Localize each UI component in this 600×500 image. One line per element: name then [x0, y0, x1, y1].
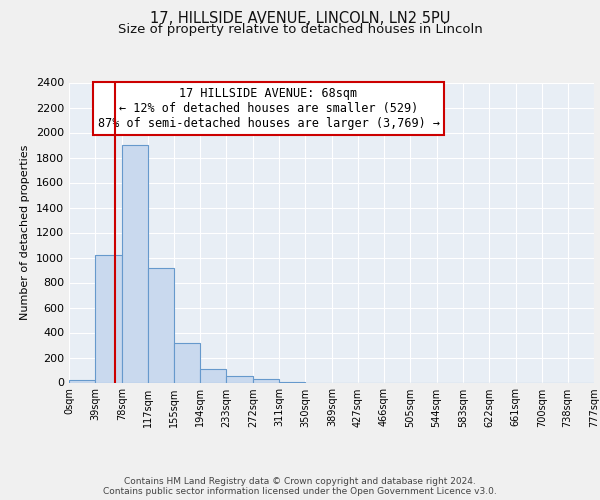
Bar [200, 370, 226, 382]
Bar [95, 255, 122, 382]
Bar [148, 268, 174, 382]
Bar [174, 342, 200, 382]
Bar [122, 145, 148, 382]
Text: Contains HM Land Registry data © Crown copyright and database right 2024.: Contains HM Land Registry data © Crown c… [124, 476, 476, 486]
Text: Size of property relative to detached houses in Lincoln: Size of property relative to detached ho… [118, 24, 482, 36]
Text: 17 HILLSIDE AVENUE: 68sqm
← 12% of detached houses are smaller (529)
87% of semi: 17 HILLSIDE AVENUE: 68sqm ← 12% of detac… [97, 87, 439, 130]
Bar [253, 380, 279, 382]
Text: Contains public sector information licensed under the Open Government Licence v3: Contains public sector information licen… [103, 486, 497, 496]
Bar [69, 380, 95, 382]
Y-axis label: Number of detached properties: Number of detached properties [20, 145, 31, 320]
Bar [226, 376, 253, 382]
Text: 17, HILLSIDE AVENUE, LINCOLN, LN2 5PU: 17, HILLSIDE AVENUE, LINCOLN, LN2 5PU [150, 11, 450, 26]
